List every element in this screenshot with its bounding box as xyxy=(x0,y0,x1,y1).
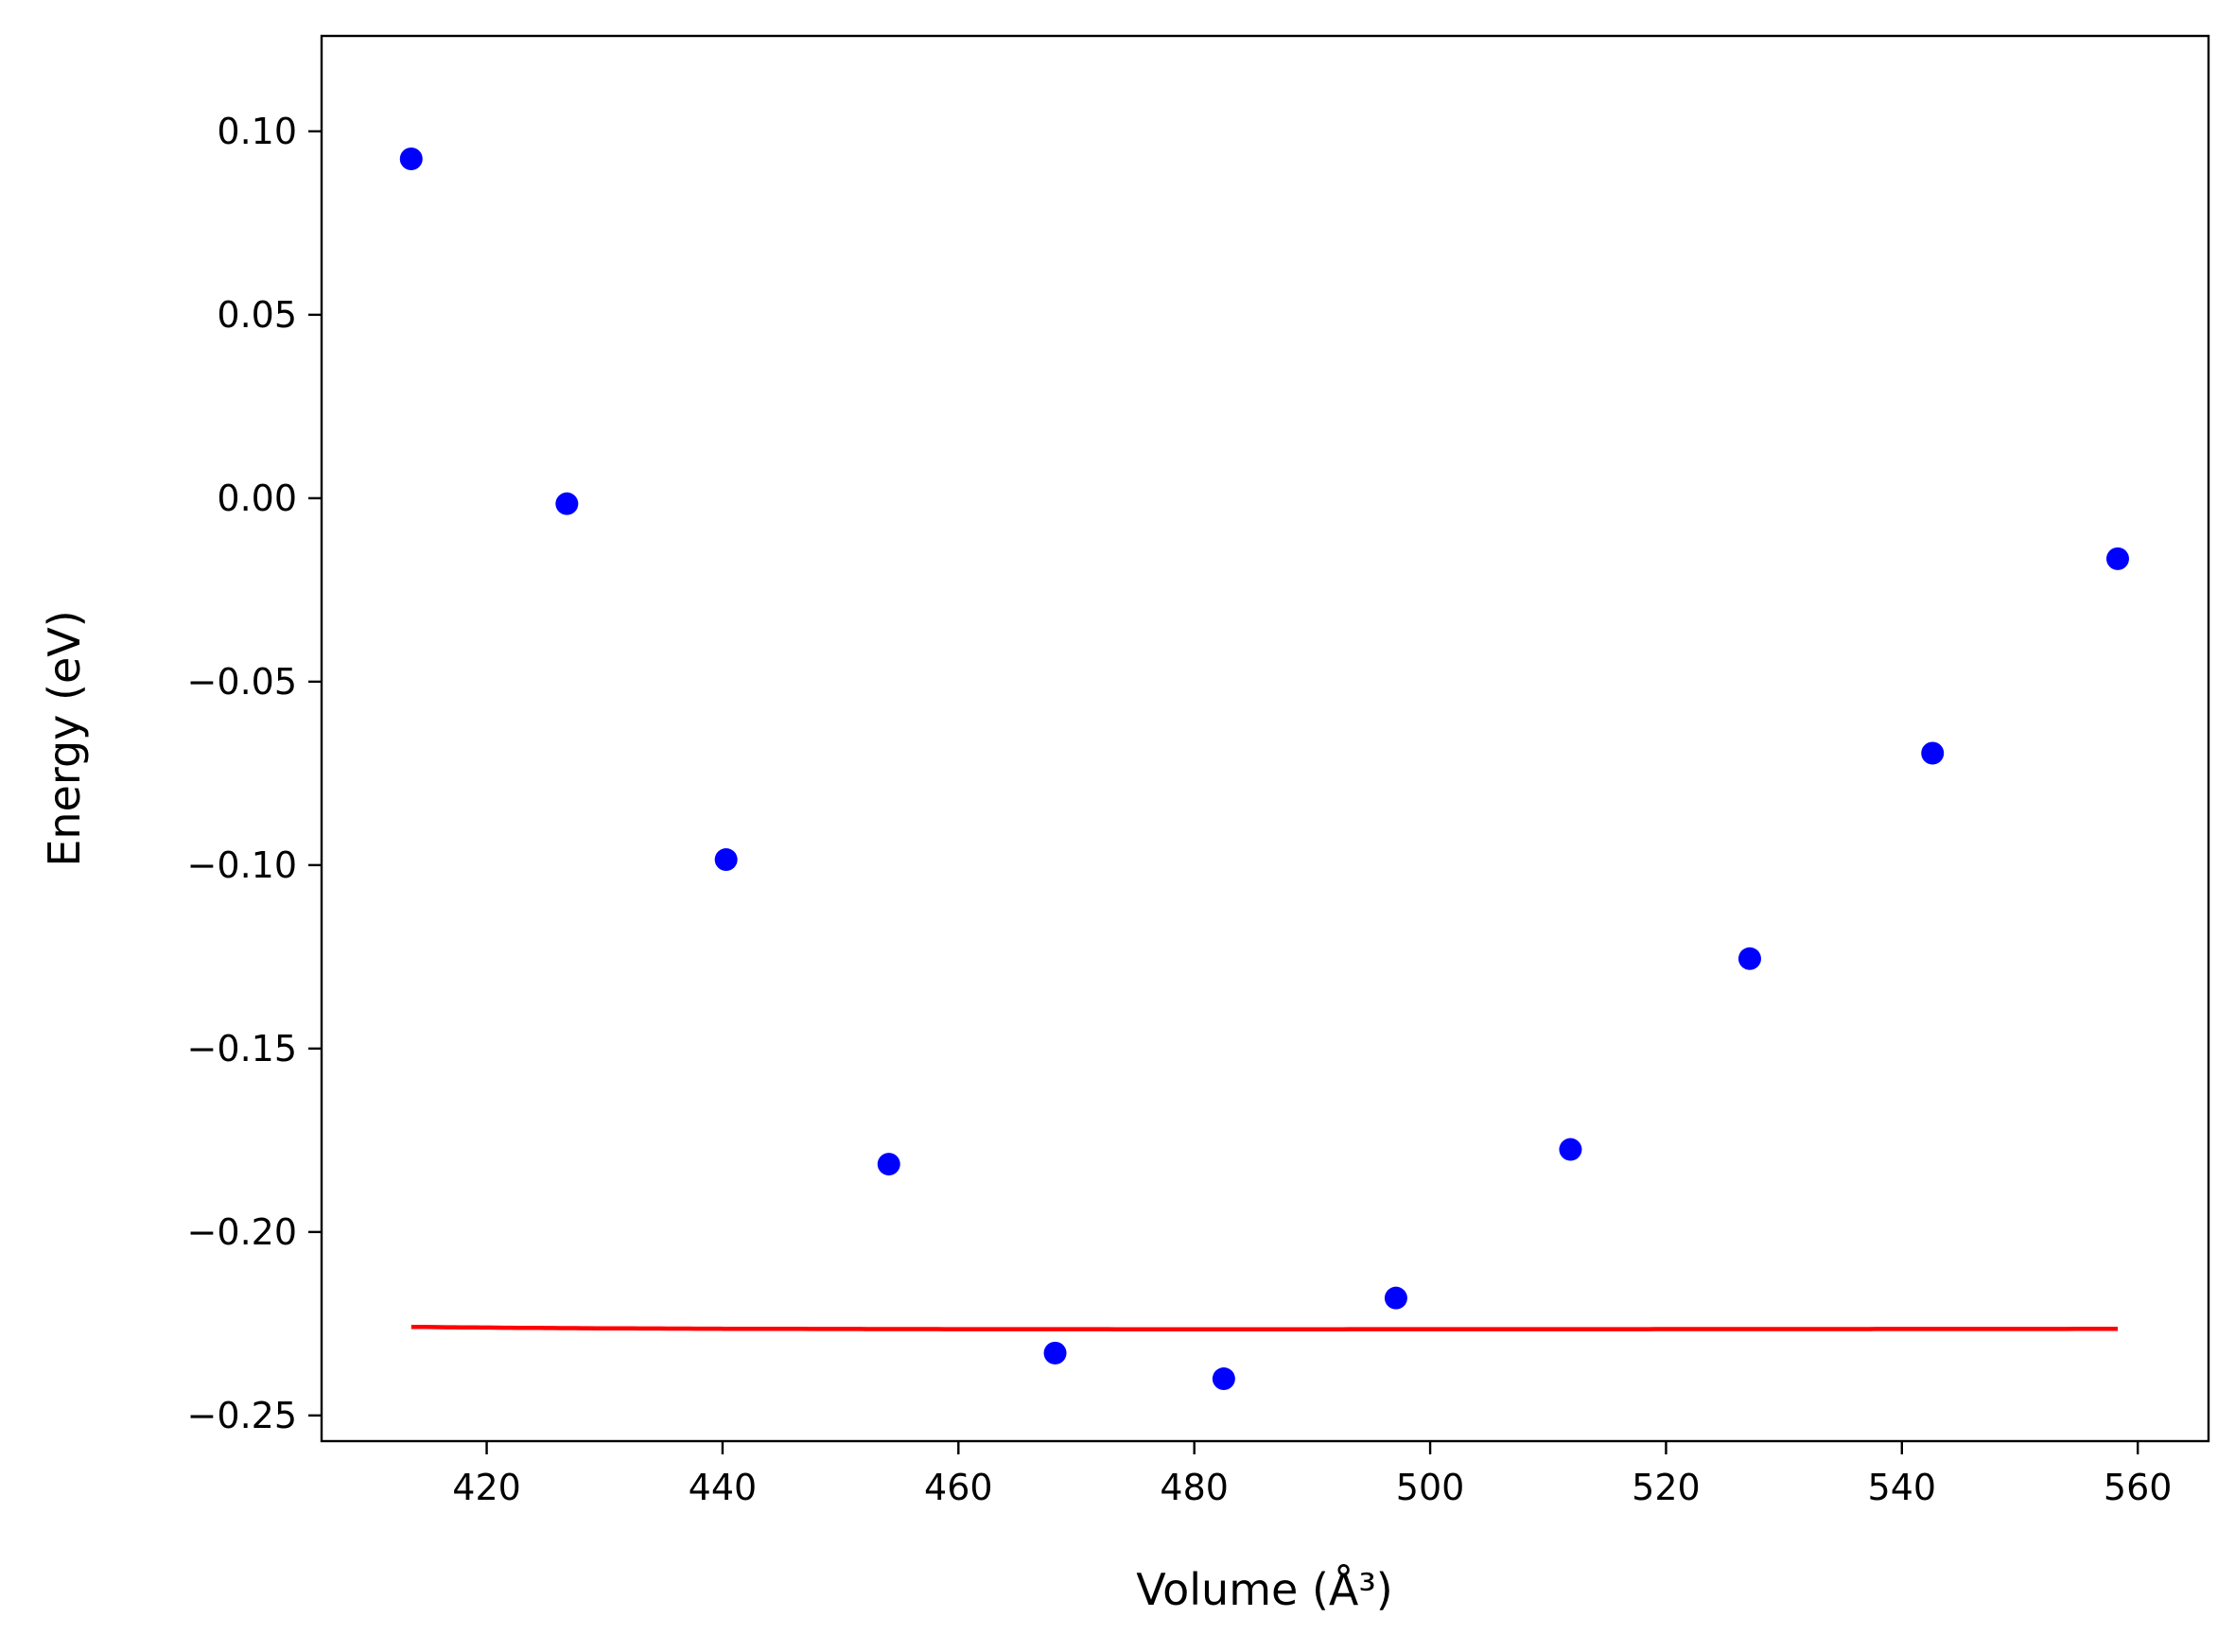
x-tick-label: 560 xyxy=(2104,1467,2173,1508)
data-point xyxy=(1559,1138,1582,1161)
x-tick-label: 520 xyxy=(1632,1467,1701,1508)
x-tick-label: 420 xyxy=(452,1467,521,1508)
x-tick-label: 500 xyxy=(1396,1467,1465,1508)
y-tick-label: 0.10 xyxy=(217,111,297,152)
x-tick-label: 480 xyxy=(1160,1467,1229,1508)
y-tick-label: −0.15 xyxy=(187,1028,297,1069)
x-tick-label: 460 xyxy=(924,1467,993,1508)
data-point xyxy=(1212,1367,1235,1391)
data-point xyxy=(399,147,423,170)
x-tick-label: 440 xyxy=(689,1467,758,1508)
y-tick-label: −0.25 xyxy=(187,1395,297,1436)
x-axis-label: Volume (Å³) xyxy=(1136,1564,1393,1615)
data-point xyxy=(555,492,579,515)
plot-area xyxy=(322,36,2209,1441)
data-point xyxy=(1921,741,1945,765)
y-tick-label: −0.10 xyxy=(187,844,297,886)
y-axis-label: Energy (eV) xyxy=(39,610,90,866)
data-point xyxy=(877,1153,900,1176)
data-point xyxy=(1737,947,1761,970)
y-tick-label: −0.20 xyxy=(187,1211,297,1253)
data-point xyxy=(2105,547,2129,570)
data-point xyxy=(1384,1286,1407,1310)
x-tick-label: 540 xyxy=(1868,1467,1937,1508)
data-point xyxy=(714,848,738,872)
y-tick-label: 0.05 xyxy=(217,294,297,336)
y-tick-label: 0.00 xyxy=(217,478,297,519)
fit-curve xyxy=(410,1324,2118,1331)
y-tick-label: −0.05 xyxy=(187,661,297,703)
data-point xyxy=(1043,1341,1067,1365)
plot-frame xyxy=(320,34,2210,1443)
